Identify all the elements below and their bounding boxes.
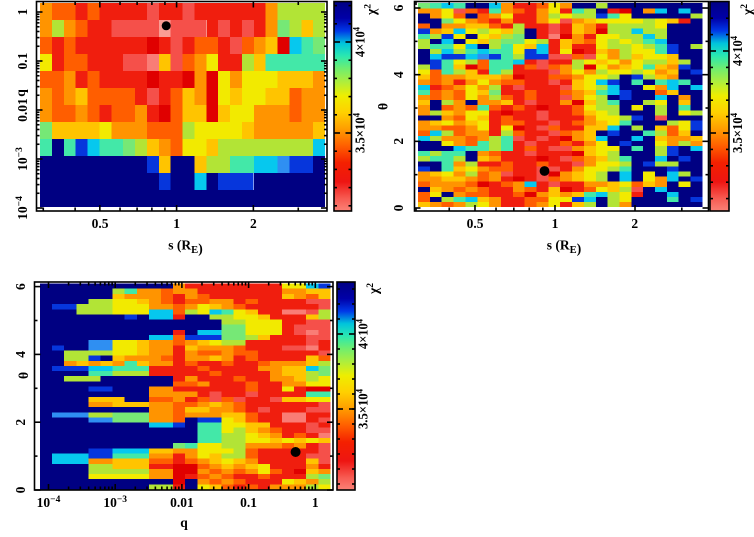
- svg-text:2: 2: [631, 216, 638, 231]
- svg-text:0: 0: [13, 486, 28, 493]
- svg-text:4: 4: [13, 351, 28, 358]
- svg-text:4: 4: [391, 71, 406, 78]
- svg-text:θ: θ: [16, 372, 31, 379]
- svg-text:1: 1: [173, 216, 180, 231]
- svg-text:1: 1: [552, 216, 559, 231]
- svg-text:3.5×104: 3.5×104: [353, 113, 368, 153]
- svg-text:6: 6: [391, 4, 406, 11]
- svg-text:0.01: 0.01: [15, 98, 30, 122]
- svg-text:0.01: 0.01: [170, 495, 194, 510]
- svg-text:1: 1: [15, 8, 30, 15]
- svg-text:3.5×104: 3.5×104: [356, 389, 371, 429]
- svg-text:2: 2: [250, 216, 257, 231]
- svg-text:0.5: 0.5: [92, 216, 109, 231]
- svg-text:2: 2: [13, 419, 28, 426]
- svg-text:2: 2: [391, 138, 406, 145]
- svg-text:4×104: 4×104: [356, 319, 371, 349]
- svg-text:θ: θ: [376, 103, 391, 110]
- svg-text:q: q: [13, 89, 28, 97]
- svg-text:0.5: 0.5: [467, 216, 484, 231]
- svg-text:1: 1: [312, 495, 319, 510]
- svg-text:q: q: [180, 515, 188, 530]
- svg-text:4×104: 4×104: [353, 27, 368, 57]
- svg-text:0.1: 0.1: [240, 495, 257, 510]
- svg-text:3.5×104: 3.5×104: [730, 113, 745, 153]
- svg-text:0: 0: [391, 204, 406, 211]
- svg-text:4×104: 4×104: [730, 36, 745, 66]
- svg-text:0.1: 0.1: [15, 52, 30, 69]
- svg-text:6: 6: [13, 283, 28, 290]
